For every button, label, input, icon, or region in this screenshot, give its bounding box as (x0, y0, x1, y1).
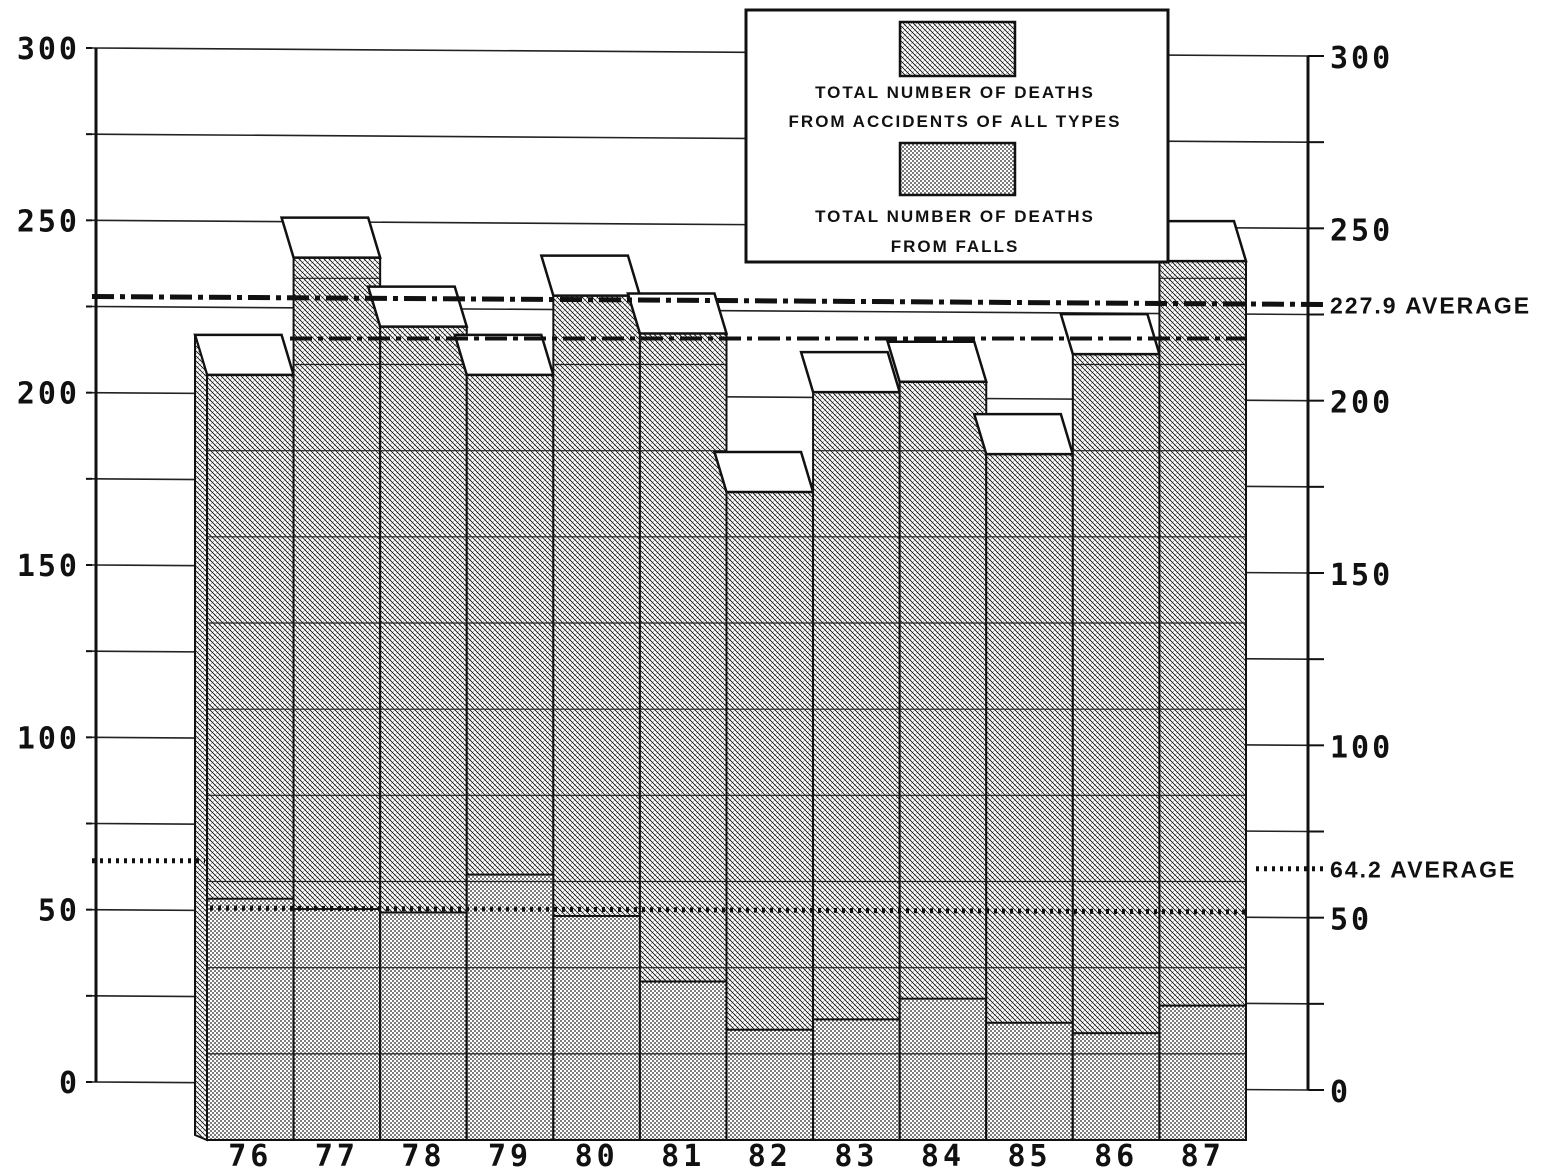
bar-falls (206, 897, 295, 1141)
x-tick-label: 77 (315, 1139, 359, 1172)
legend-label-falls-line1: TOTAL NUMBER OF DEATHS (815, 207, 1095, 226)
x-tick-label: 78 (401, 1139, 445, 1172)
x-tick-label: 87 (1181, 1139, 1225, 1172)
bar-falls (1158, 1004, 1247, 1142)
legend-swatch-falls (898, 141, 1017, 197)
bars (193, 216, 1248, 1142)
bar-falls (812, 1018, 901, 1141)
bar-falls (1071, 1032, 1161, 1141)
axis-labels: 0 0 50 50 100 100 150 150 200 200 250 250 300 300 76 77… (17, 32, 1531, 1172)
bar-falls (292, 908, 382, 1141)
y-tick-label-left: 50 (38, 894, 80, 929)
x-tick-label: 76 (228, 1139, 272, 1172)
bar-all-accidents (1071, 353, 1161, 1142)
x-tick-label: 85 (1007, 1139, 1051, 1172)
bar-top-face (626, 292, 729, 335)
bar-top-face (712, 450, 815, 494)
bar-top-face (1059, 312, 1162, 356)
x-tick-label: 82 (748, 1139, 792, 1172)
y-tick-label-left: 100 (17, 721, 80, 756)
legend-label-all-accidents-line2: FROM ACCIDENTS OF ALL TYPES (789, 112, 1122, 131)
x-tick-label: 80 (575, 1139, 619, 1172)
x-tick-label: 79 (488, 1139, 532, 1172)
bar-top-face (885, 340, 988, 383)
y-tick-label-left: 150 (17, 549, 80, 584)
x-tick-label: 84 (921, 1139, 965, 1172)
y-tick-label-right: 150 (1330, 558, 1393, 593)
bar-falls (379, 911, 468, 1142)
y-tick-label-right: 0 (1330, 1075, 1351, 1110)
bar-top-face (193, 333, 296, 377)
y-tick-label-right: 100 (1330, 730, 1393, 765)
y-tick-label-right: 200 (1330, 386, 1393, 421)
y-tick-label-left: 200 (17, 377, 80, 412)
y-tick-label-right: 250 (1330, 213, 1393, 248)
bar-top-face (279, 216, 382, 259)
bar-falls (638, 980, 728, 1141)
bar-falls (725, 1028, 815, 1141)
bar-top-face (799, 350, 902, 394)
bar-top-face (539, 254, 642, 297)
bar-top-face (366, 285, 469, 328)
bar-falls (465, 873, 555, 1142)
bar-top-face (453, 333, 556, 377)
bar-falls (552, 914, 641, 1142)
x-tick-label: 86 (1094, 1139, 1138, 1172)
bar-side-face (194, 334, 208, 1142)
bar-top-face (972, 412, 1075, 456)
bar-falls (985, 1021, 1074, 1142)
bar-all-accidents (1158, 260, 1247, 1142)
average-label: 64.2 AVERAGE (1330, 857, 1516, 883)
average-label: 227.9 AVERAGE (1330, 293, 1531, 319)
x-tick-label: 81 (661, 1139, 705, 1172)
y-tick-label-left: 250 (17, 204, 80, 239)
legend-swatch-all-accidents (898, 20, 1017, 78)
x-tick-label: 83 (834, 1139, 878, 1172)
legend: TOTAL NUMBER OF DEATHS FROM ACCIDENTS OF… (744, 8, 1170, 264)
bar-falls (898, 997, 988, 1141)
average-lines (91, 294, 1329, 915)
legend-label-falls-line2: FROM FALLS (891, 237, 1020, 256)
legend-label-all-accidents-line1: TOTAL NUMBER OF DEATHS (815, 83, 1095, 102)
average-line-all-accidents (91, 294, 1329, 308)
y-tick-label-left: 300 (17, 32, 80, 67)
y-tick-label-left: 0 (59, 1066, 80, 1101)
y-tick-label-right: 300 (1330, 41, 1393, 76)
axes (86, 47, 1324, 1091)
y-tick-label-right: 50 (1330, 903, 1372, 938)
